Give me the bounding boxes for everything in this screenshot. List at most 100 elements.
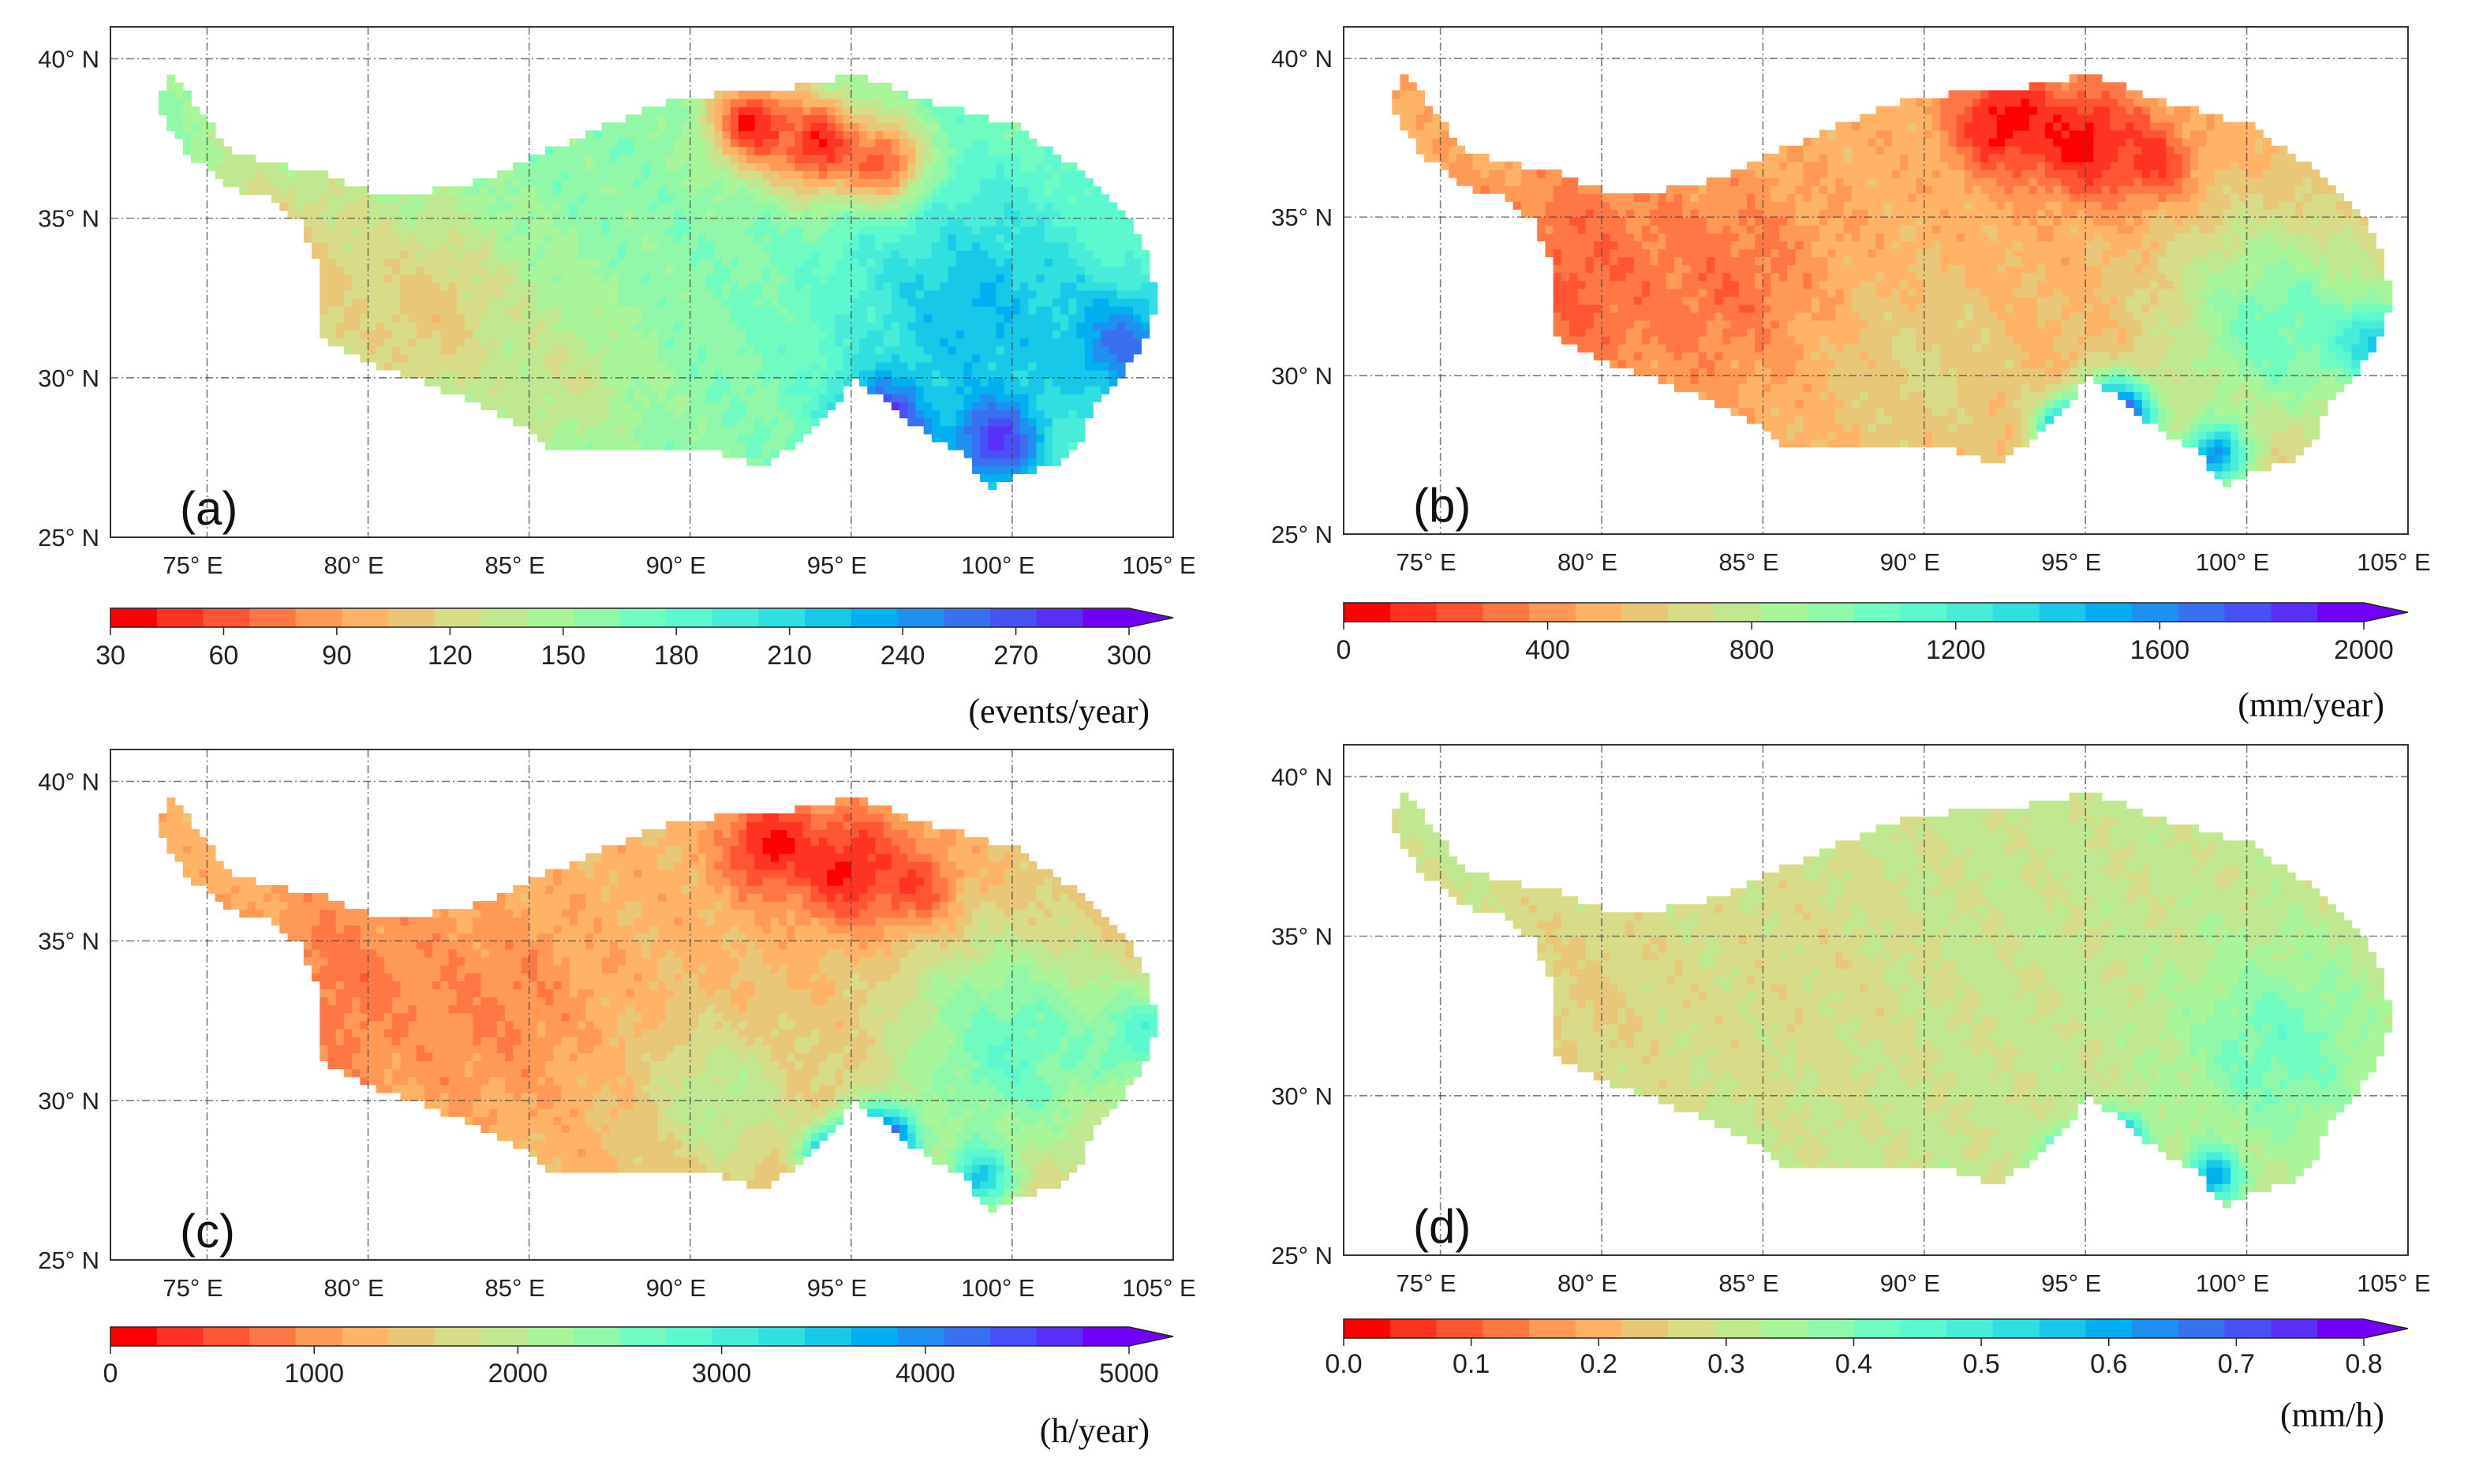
field-cell	[1690, 304, 1699, 313]
field-cell	[400, 322, 409, 331]
field-cell	[408, 266, 417, 275]
field-cell	[335, 258, 345, 267]
field-cell	[1633, 335, 1643, 345]
field-cell	[368, 234, 377, 243]
field-cell	[247, 170, 256, 179]
field-cell	[867, 186, 877, 196]
field-cell	[1650, 360, 1659, 368]
field-cell	[787, 282, 796, 291]
field-cell	[1020, 394, 1030, 402]
field-cell	[1116, 353, 1126, 363]
field-cell	[335, 210, 345, 219]
field-cell	[432, 361, 442, 371]
field-cell	[971, 226, 981, 235]
field-cell	[368, 330, 377, 339]
field-cell	[392, 346, 402, 355]
field-cell	[1787, 320, 1797, 329]
field-cell	[432, 186, 442, 196]
field-cell	[327, 313, 337, 323]
field-cell	[770, 202, 780, 211]
field-cell	[963, 338, 973, 347]
field-cell	[1778, 343, 1788, 353]
field-cell	[1044, 266, 1053, 275]
field-cell	[465, 242, 473, 251]
field-cell	[851, 346, 860, 355]
field-cell	[1674, 249, 1683, 258]
field-cell	[940, 313, 949, 323]
field-cell	[1044, 218, 1053, 227]
field-cell	[303, 210, 312, 219]
field-cell	[1149, 297, 1158, 307]
field-cell	[891, 250, 900, 259]
field-cell	[473, 313, 482, 323]
field-cell	[1593, 288, 1602, 297]
field-cell	[996, 234, 1005, 243]
field-cell	[488, 313, 498, 323]
field-cell	[649, 369, 659, 379]
field-cell	[931, 218, 940, 227]
field-cell	[948, 417, 957, 427]
field-cell	[730, 99, 739, 107]
field-cell	[577, 377, 586, 387]
field-cell	[802, 322, 812, 331]
field-cell	[971, 154, 981, 163]
field-cell	[1052, 186, 1061, 196]
field-cell	[1803, 296, 1812, 305]
field-cell	[948, 122, 957, 132]
field-cell	[593, 266, 603, 275]
field-cell	[1803, 391, 1812, 400]
field-cell	[1011, 346, 1021, 355]
field-cell	[400, 234, 409, 243]
field-cell	[1052, 417, 1061, 427]
field-cell	[320, 178, 329, 187]
field-cell	[537, 313, 546, 323]
field-cell	[448, 297, 458, 307]
field-cell	[465, 274, 473, 283]
field-cell	[1650, 193, 1659, 202]
field-cell	[1489, 169, 1497, 178]
field-cell	[1602, 304, 1610, 313]
field-cell	[1682, 272, 1692, 282]
field-cell	[963, 218, 973, 227]
field-cell	[1044, 282, 1053, 291]
field-cell	[666, 122, 675, 132]
lon-tick-label: 105° E	[1122, 551, 1195, 579]
field-cell	[1028, 402, 1038, 410]
field-cell	[770, 353, 780, 363]
field-cell	[657, 258, 667, 267]
field-cell	[215, 146, 224, 155]
field-cell	[1011, 266, 1021, 275]
field-cell	[835, 290, 844, 299]
field-cell	[827, 162, 836, 171]
field-cell	[1028, 433, 1038, 443]
field-cell	[569, 178, 578, 187]
field-cell	[754, 274, 764, 283]
field-cell	[1004, 186, 1013, 196]
field-cell	[859, 346, 868, 355]
field-cell	[1633, 249, 1643, 258]
field-cell	[1811, 145, 1820, 155]
field-cell	[819, 178, 828, 187]
field-cell	[1577, 193, 1587, 202]
field-cell	[714, 210, 724, 219]
field-cell	[617, 409, 626, 419]
field-cell	[1004, 178, 1013, 187]
colorbar-tick-label: 240	[881, 641, 925, 671]
field-cell	[545, 154, 554, 163]
field-cell	[585, 338, 595, 347]
field-cell	[835, 266, 844, 275]
field-cell	[931, 353, 940, 363]
field-cell	[513, 202, 522, 211]
field-cell	[1722, 383, 1732, 392]
field-cell	[1642, 320, 1651, 329]
field-cell	[1004, 361, 1013, 371]
field-cell	[408, 234, 417, 243]
field-cell	[577, 385, 586, 394]
field-cell	[690, 266, 699, 275]
field-cell	[456, 330, 466, 339]
field-cell	[875, 258, 884, 267]
field-cell	[287, 210, 297, 219]
field-cell	[746, 385, 756, 394]
field-cell	[537, 369, 546, 379]
field-cell	[754, 297, 764, 307]
